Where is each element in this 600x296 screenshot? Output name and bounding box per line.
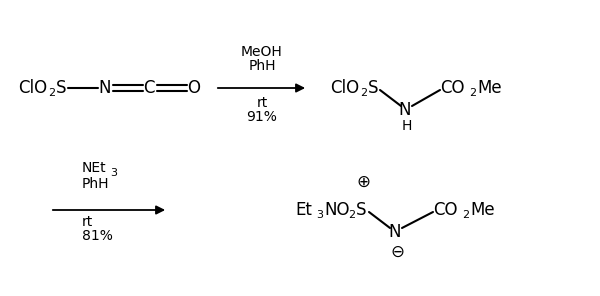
Text: 2: 2	[348, 210, 355, 220]
Text: CO: CO	[433, 201, 458, 219]
Text: PhH: PhH	[82, 177, 110, 191]
Text: S: S	[56, 79, 67, 97]
Text: 2: 2	[360, 88, 367, 98]
Text: S: S	[368, 79, 379, 97]
Text: 3: 3	[316, 210, 323, 220]
Text: rt: rt	[82, 215, 93, 229]
Text: MeOH: MeOH	[241, 45, 283, 59]
Text: 2: 2	[48, 88, 55, 98]
Text: PhH: PhH	[248, 59, 276, 73]
Text: S: S	[356, 201, 367, 219]
Text: Me: Me	[477, 79, 502, 97]
Text: ClO: ClO	[330, 79, 359, 97]
Text: NEt: NEt	[82, 161, 107, 175]
Text: ClO: ClO	[18, 79, 47, 97]
Text: ⊖: ⊖	[390, 243, 404, 261]
Text: ⊕: ⊕	[356, 173, 370, 191]
Text: 3: 3	[110, 168, 117, 178]
Text: rt: rt	[256, 96, 268, 110]
Text: NO: NO	[324, 201, 349, 219]
Text: Et: Et	[295, 201, 312, 219]
Text: H: H	[402, 119, 412, 133]
Text: 2: 2	[469, 88, 476, 98]
Text: CO: CO	[440, 79, 464, 97]
Text: N: N	[98, 79, 110, 97]
Text: Me: Me	[470, 201, 494, 219]
Text: 2: 2	[462, 210, 469, 220]
Text: N: N	[389, 223, 401, 241]
Text: 81%: 81%	[82, 229, 113, 243]
Text: 91%: 91%	[247, 110, 277, 124]
Text: N: N	[399, 101, 411, 119]
Text: C: C	[143, 79, 155, 97]
Text: O: O	[187, 79, 200, 97]
